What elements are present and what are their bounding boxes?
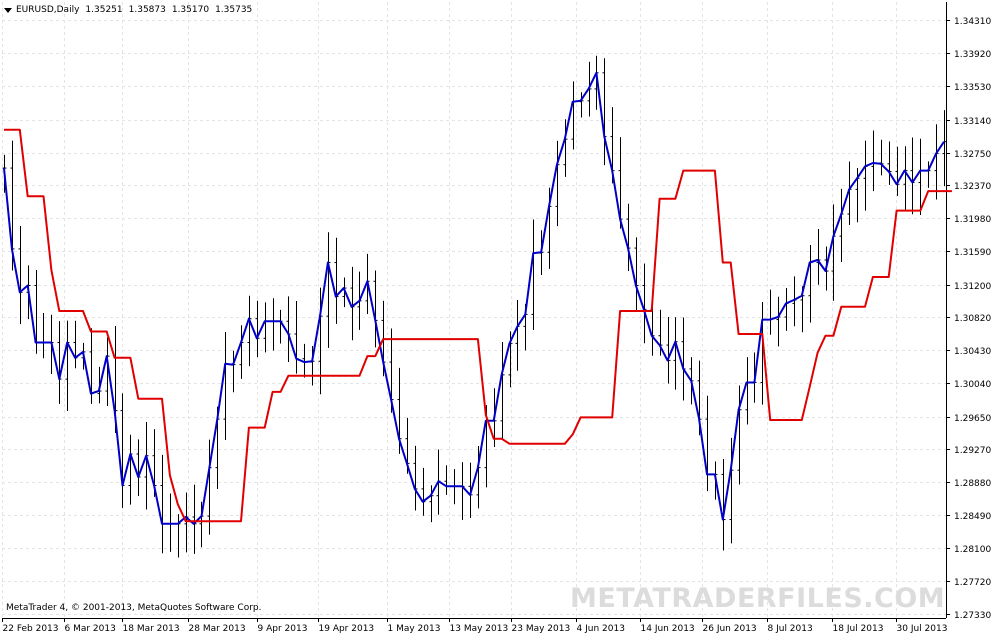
y-tick-label: 1.27330	[954, 611, 991, 621]
y-tick-label: 1.29270	[954, 446, 991, 456]
ohlc-bars	[2, 55, 947, 558]
dropdown-triangle-icon[interactable]	[4, 7, 12, 13]
y-tick-label: 1.28880	[954, 479, 991, 489]
y-tick-label: 1.30430	[954, 347, 991, 357]
x-tick-label: 23 May 2013	[512, 624, 571, 634]
copyright-text: MetaTrader 4, © 2001-2013, MetaQuotes So…	[6, 603, 262, 613]
x-axis-labels: 22 Feb 2013 6 Mar 2013 18 Mar 2013 28 Mar 2…	[3, 624, 948, 634]
close-price: 1.35735	[215, 5, 253, 15]
y-tick-label: 1.33140	[954, 117, 991, 127]
y-tick-label: 1.32370	[954, 182, 991, 192]
chart-header[interactable]: EURUSD,Daily 1.35251 1.35873 1.35170 1.3…	[4, 3, 252, 17]
y-tick-label: 1.28100	[954, 545, 991, 555]
watermark-text: METATRADERFILES.COM	[570, 583, 946, 614]
x-tick-label: 6 Mar 2013	[65, 624, 116, 634]
y-tick-label: 1.31980	[954, 215, 991, 225]
high-price: 1.35873	[128, 5, 166, 15]
x-tick-label: 1 May 2013	[388, 624, 441, 634]
x-tick-label: 26 Jun 2013	[703, 624, 757, 634]
y-tick-label: 1.32750	[954, 150, 991, 160]
x-tick-label: 4 Jun 2013	[577, 624, 625, 634]
x-tick-label: 28 Mar 2013	[189, 624, 246, 634]
y-tick-label: 1.33530	[954, 83, 991, 93]
y-tick-label: 1.29650	[954, 414, 991, 424]
x-tick-label: 19 Apr 2013	[319, 624, 375, 634]
y-tick-label: 1.30820	[954, 314, 991, 324]
symbol-label: EURUSD,Daily	[16, 5, 80, 15]
low-price: 1.35170	[171, 5, 210, 15]
x-tick-label: 18 Jul 2013	[833, 624, 884, 634]
slow-indicator-line	[4, 128, 952, 523]
y-tick-label: 1.34310	[954, 17, 991, 27]
x-tick-label: 30 Jul 2013	[897, 624, 948, 634]
x-tick-label: 22 Feb 2013	[3, 624, 59, 634]
y-axis-labels: 1.34310 1.33920 1.33530 1.33140 1.32750 1.323…	[954, 17, 991, 621]
axes	[2, 2, 950, 622]
x-tick-label: 9 Apr 2013	[258, 624, 308, 634]
x-tick-label: 14 Jun 2013	[641, 624, 695, 634]
x-tick-label: 13 May 2013	[450, 624, 509, 634]
x-tick-label: 8 Jul 2013	[768, 624, 813, 634]
indicator-lines	[3, 71, 952, 525]
grid-lines	[2, 2, 946, 618]
y-tick-label: 1.31200	[954, 282, 991, 292]
y-tick-label: 1.27720	[954, 578, 991, 588]
open-price: 1.35251	[85, 5, 123, 15]
fast-indicator-line	[3, 71, 945, 525]
x-tick-label: 18 Mar 2013	[123, 624, 180, 634]
y-tick-label: 1.33920	[954, 50, 991, 60]
y-tick-label: 1.28490	[954, 512, 991, 522]
y-tick-label: 1.31590	[954, 248, 991, 258]
y-tick-label: 1.30040	[954, 380, 991, 390]
